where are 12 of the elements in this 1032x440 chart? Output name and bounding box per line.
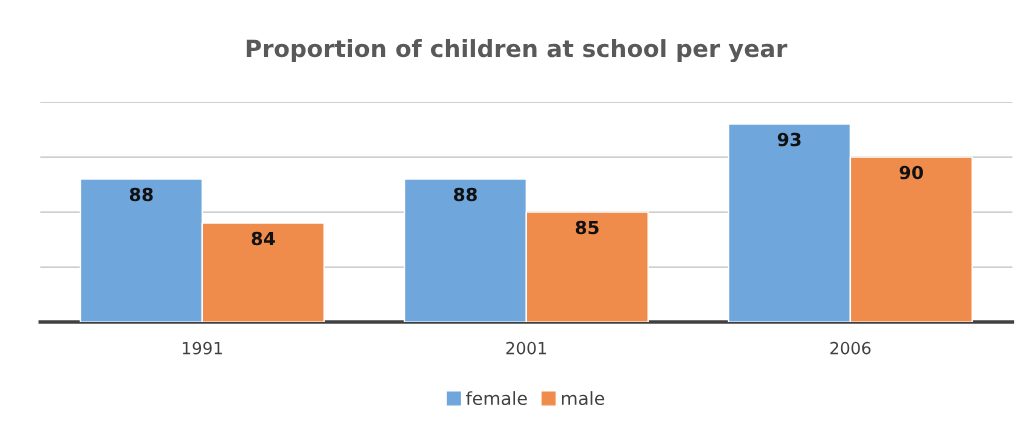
legend-label: male xyxy=(561,391,605,406)
data-label: 84 xyxy=(251,231,275,246)
data-label: 88 xyxy=(129,187,153,202)
data-label: 88 xyxy=(453,187,477,202)
data-label: 93 xyxy=(777,132,801,147)
x-tick-label: 2006 xyxy=(830,341,871,355)
x-tick-label: 1991 xyxy=(182,341,222,355)
data-label: 90 xyxy=(899,165,923,180)
legend-label: female xyxy=(466,391,527,406)
x-tick-label: 2001 xyxy=(506,341,546,355)
chart-title: Proportion of children at school per year xyxy=(246,39,788,63)
data-label: 85 xyxy=(575,220,599,235)
